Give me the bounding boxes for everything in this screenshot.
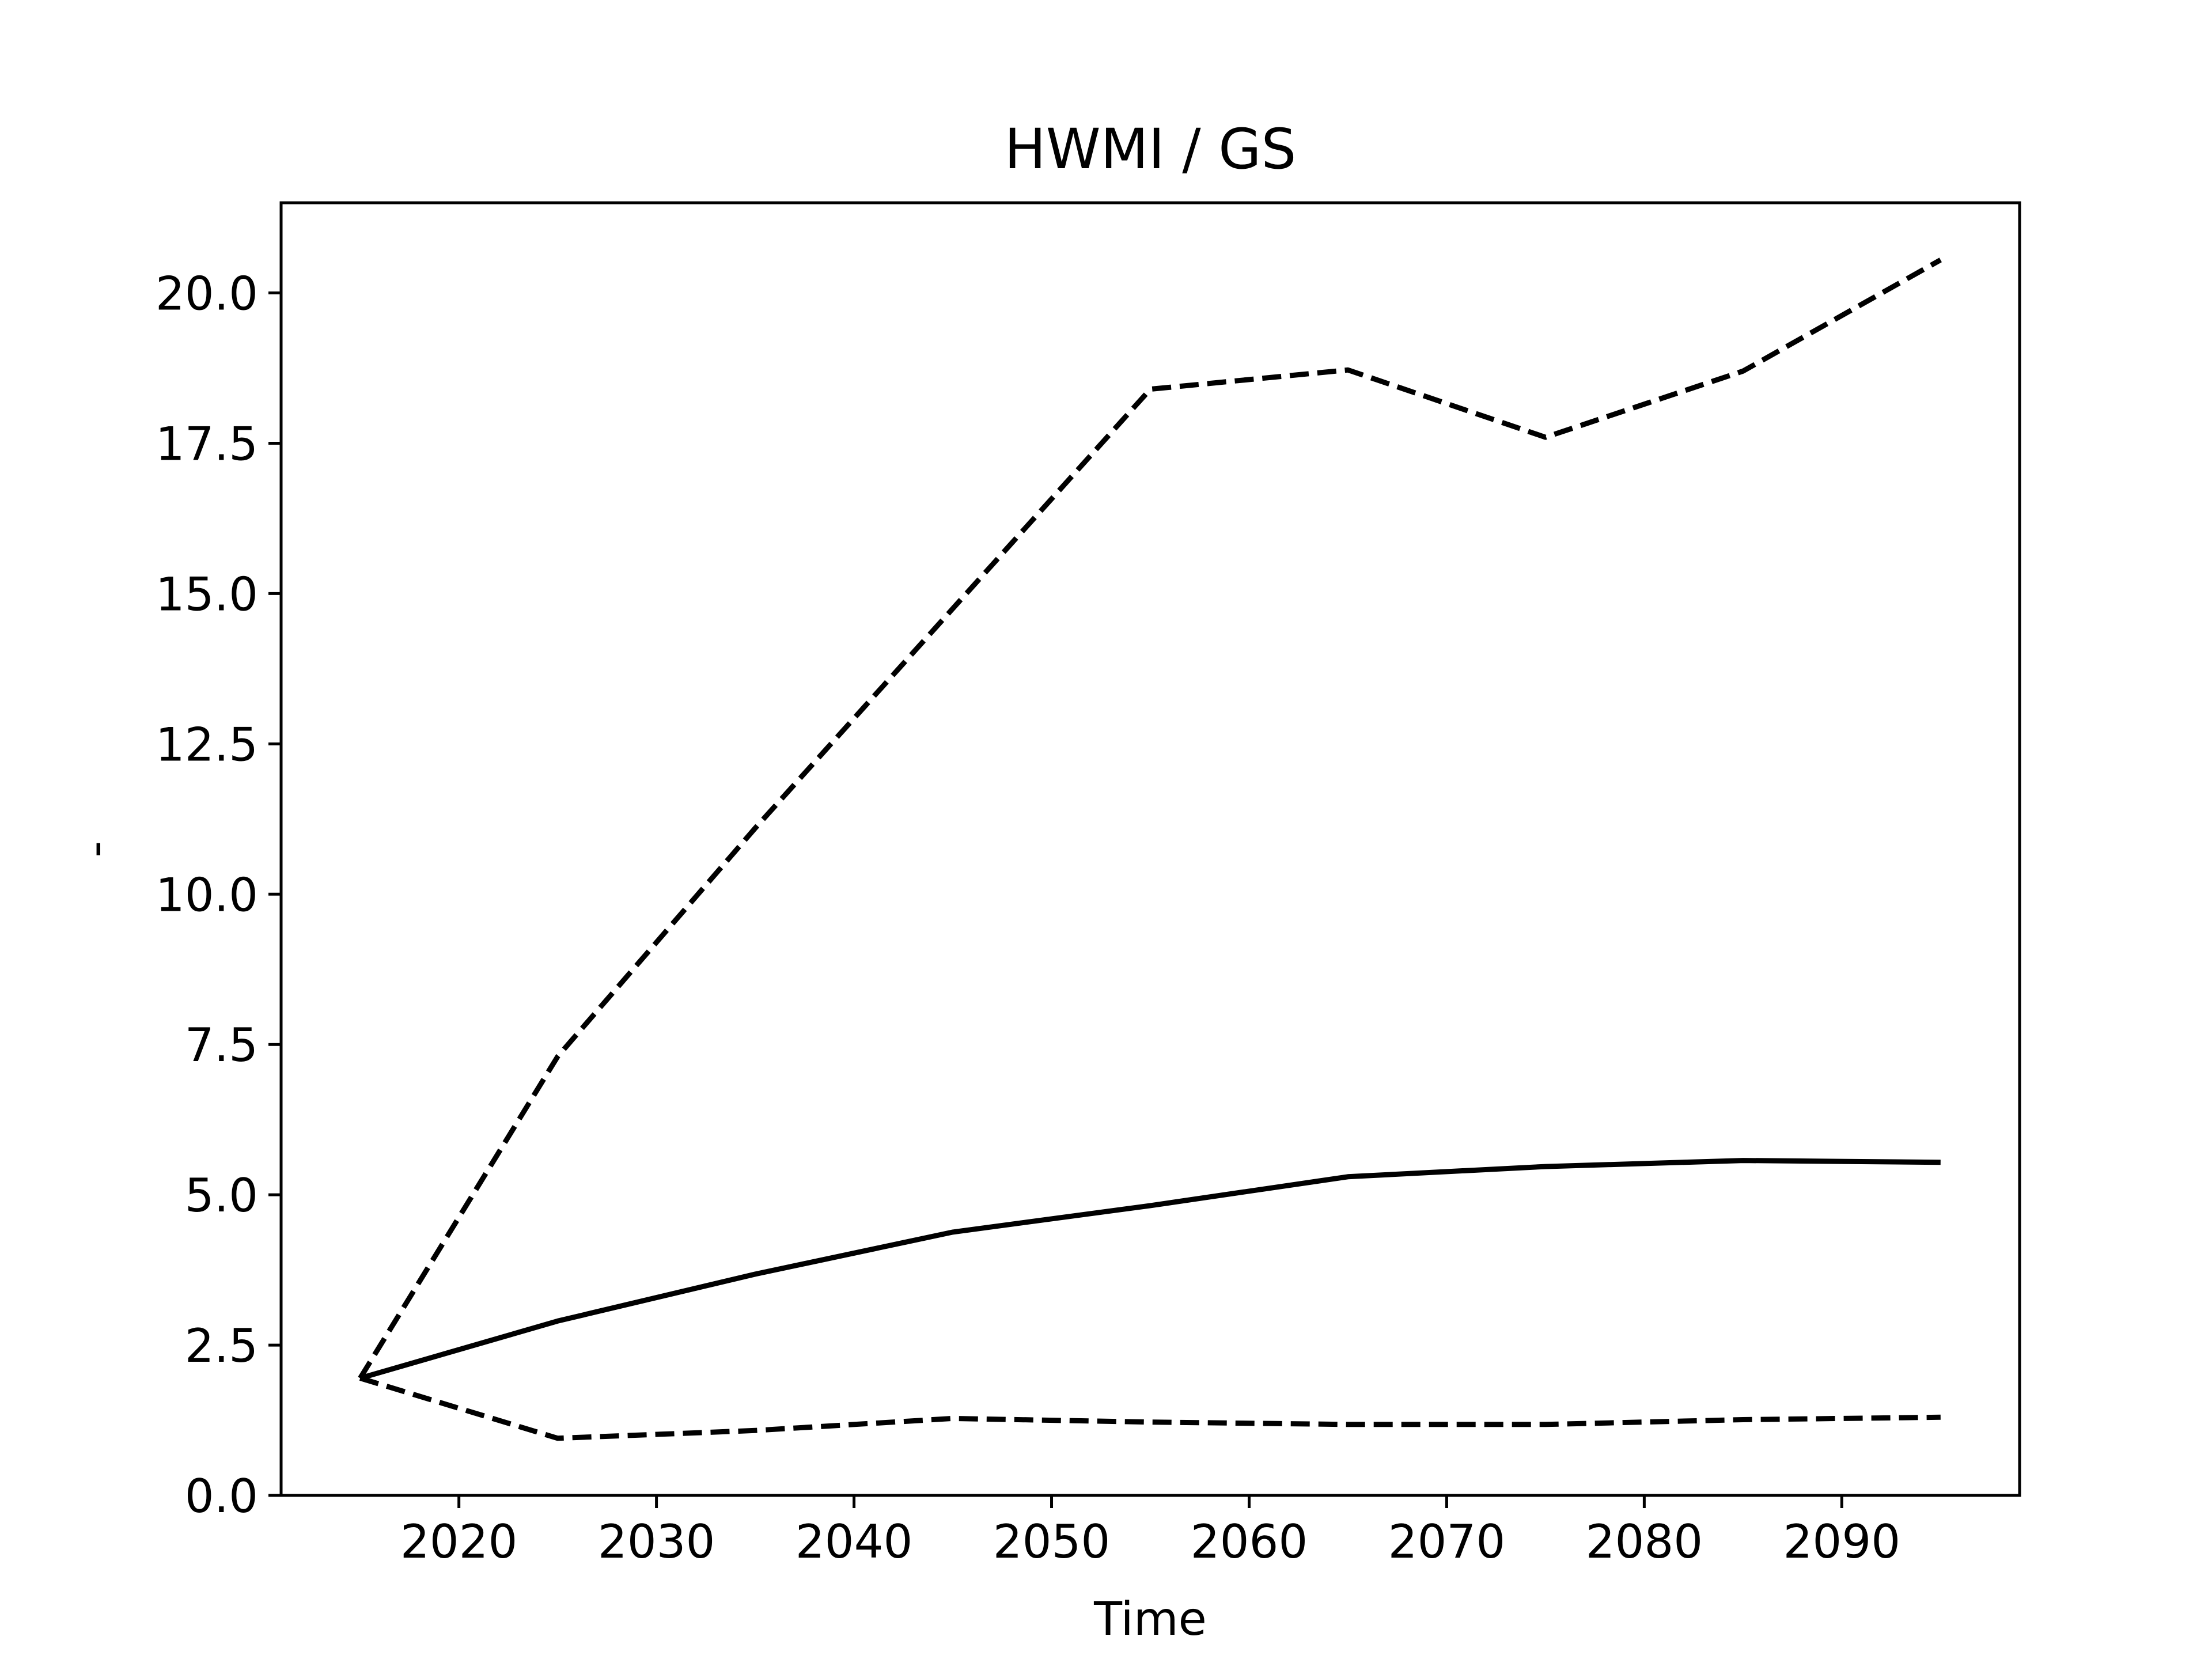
series-line-dashed-upper bbox=[358, 257, 1942, 1380]
y-tick-label: 2.5 bbox=[185, 1319, 258, 1373]
y-tick-label: 20.0 bbox=[156, 267, 258, 321]
x-tick-label: 2090 bbox=[1783, 1515, 1901, 1569]
x-tick-label: 2080 bbox=[1586, 1515, 1703, 1569]
tick-layer: 2020 2030 2040 2050 2060 2070 2080 2090 0.0 2.5 5.… bbox=[156, 267, 1900, 1569]
y-tick-label: 10.0 bbox=[156, 868, 258, 922]
x-tick-label: 2070 bbox=[1388, 1515, 1506, 1569]
plot-frame bbox=[279, 201, 2021, 1497]
series-layer bbox=[358, 257, 1942, 1441]
y-axis-label: - bbox=[69, 841, 122, 858]
x-axis-label: Time bbox=[1093, 1592, 1207, 1646]
y-tick-label: 0.0 bbox=[185, 1469, 258, 1523]
y-tick-label: 17.5 bbox=[156, 417, 258, 471]
x-tick-label: 2030 bbox=[598, 1515, 715, 1569]
y-tick-label: 7.5 bbox=[185, 1018, 258, 1072]
chart-title: HWMI / GS bbox=[1005, 117, 1297, 181]
y-tick-label: 12.5 bbox=[156, 718, 258, 771]
x-tick-label: 2040 bbox=[796, 1515, 913, 1569]
x-tick-label: 2020 bbox=[400, 1515, 518, 1569]
x-tick-label: 2050 bbox=[993, 1515, 1111, 1569]
series-line-solid bbox=[359, 1158, 1941, 1381]
y-tick-label: 5.0 bbox=[185, 1169, 258, 1222]
y-tick-label: 15.0 bbox=[156, 567, 258, 621]
x-tick-label: 2060 bbox=[1191, 1515, 1308, 1569]
